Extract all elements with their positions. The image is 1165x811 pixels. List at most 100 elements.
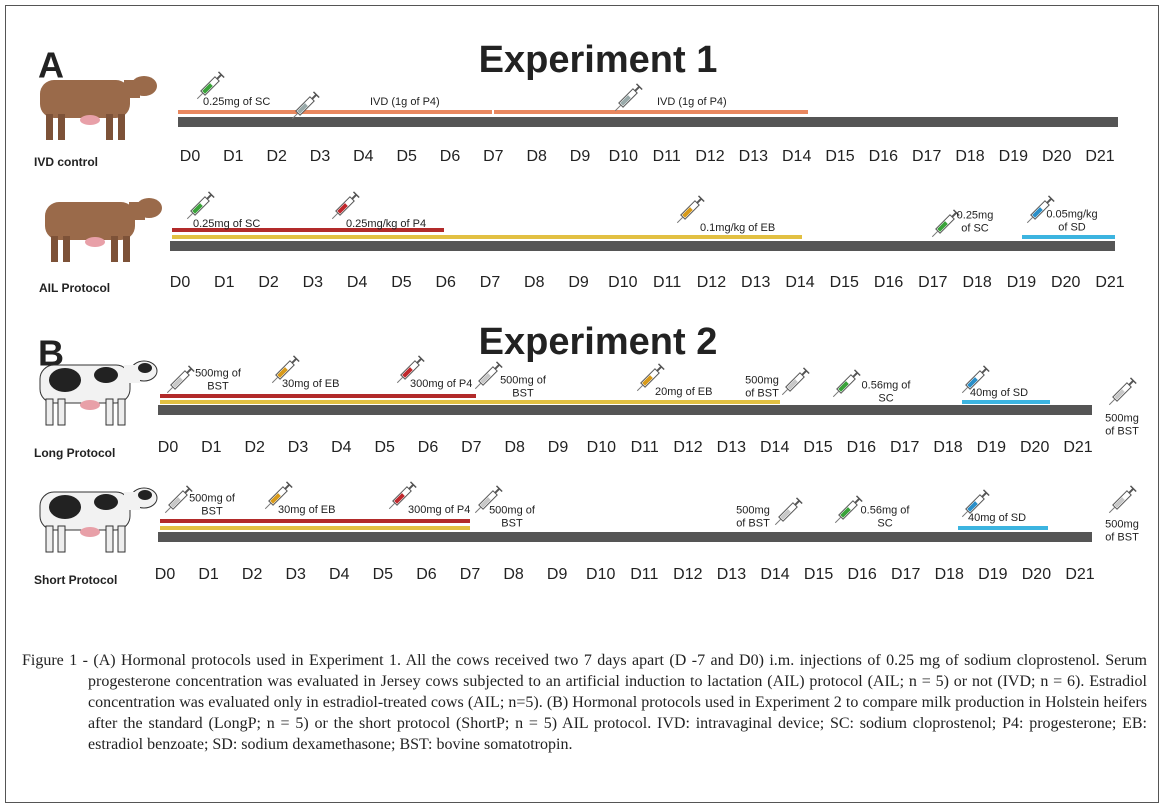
panel-label: A <box>38 45 64 86</box>
syringe-icon <box>1108 377 1137 406</box>
day-label: D1 <box>201 439 222 456</box>
treatment-label: 0.1mg/kg of EB <box>700 222 775 234</box>
syringe-needle <box>291 112 299 120</box>
syringe-plunger <box>794 499 801 506</box>
cow-leg <box>57 398 66 426</box>
day-label: D13 <box>739 148 768 165</box>
day-label: D16 <box>874 274 903 291</box>
timeline-axis <box>158 532 1092 542</box>
treatment-label: 0.25mg of SC <box>957 209 994 234</box>
day-label: D3 <box>285 566 306 583</box>
treatment-bar <box>172 228 444 232</box>
row-name: AIL Protocol <box>39 281 110 295</box>
cow-neck <box>124 80 140 98</box>
treatment-label: IVD (1g of P4) <box>657 96 727 108</box>
day-label: D7 <box>461 439 482 456</box>
experiment-title: Experiment 2 <box>479 321 718 363</box>
syringe-grip <box>292 355 300 363</box>
day-label: D0 <box>170 274 191 291</box>
syringe-needle <box>1108 398 1116 406</box>
syringe-grip <box>417 355 425 363</box>
day-label: D21 <box>1085 148 1114 165</box>
syringe-needle <box>834 516 842 524</box>
day-label: D13 <box>741 274 770 291</box>
day-label: D8 <box>524 274 545 291</box>
cow-leg <box>63 236 70 262</box>
cow-leg <box>105 398 114 426</box>
day-label: D4 <box>353 148 374 165</box>
cow-leg <box>105 525 114 553</box>
treatment-label: 30mg of EB <box>278 504 335 516</box>
treatment-label: 500mg of BST <box>189 492 236 517</box>
syringe-grip <box>1047 195 1055 203</box>
syringe-icon <box>474 485 503 514</box>
cow-leg <box>45 525 54 553</box>
syringe-fluid <box>1114 497 1125 508</box>
syringe-needle <box>264 502 272 510</box>
day-label: D18 <box>935 566 964 583</box>
cow-leg <box>58 114 65 140</box>
treatment-label: 300mg of P4 <box>408 504 470 516</box>
treatment-label: 0.25mg/kg of P4 <box>346 218 426 230</box>
day-label: D17 <box>890 439 919 456</box>
syringe-grip <box>1129 377 1137 385</box>
experiment-title: Experiment 1 <box>479 39 718 81</box>
cow-body <box>40 80 130 118</box>
syringe-grip <box>187 365 195 373</box>
syringe-icon <box>774 497 803 526</box>
syringe-fluid <box>170 497 181 508</box>
treatment-label: 40mg of SD <box>970 387 1028 399</box>
syringe-fluid <box>967 377 978 388</box>
caption-label: Figure 1 - <box>22 652 88 669</box>
day-label: D20 <box>1020 439 1049 456</box>
day-label: D7 <box>480 274 501 291</box>
syringe-plunger <box>801 369 808 376</box>
day-label: D3 <box>288 439 309 456</box>
day-label: D11 <box>653 148 681 165</box>
syringe-grip <box>1129 485 1137 493</box>
syringe-needle <box>474 382 482 390</box>
syringe-grip <box>982 489 990 497</box>
day-label: D19 <box>978 566 1007 583</box>
treatment-bar <box>160 519 470 523</box>
day-label: D3 <box>303 274 324 291</box>
syringe-fluid <box>1114 389 1125 400</box>
syringe-grip <box>495 361 503 369</box>
syringe-icon <box>388 481 417 510</box>
day-label: D2 <box>244 439 265 456</box>
syringe-grip <box>853 369 861 377</box>
syringe-needle <box>614 104 622 112</box>
syringe-needle <box>1108 506 1116 514</box>
day-label: D15 <box>825 148 854 165</box>
syringe-grip <box>207 191 215 199</box>
syringe-fluid <box>297 103 308 114</box>
syringe-grip <box>495 485 503 493</box>
syringe-fluid <box>1032 207 1043 218</box>
day-label: D2 <box>258 274 279 291</box>
day-label: D8 <box>504 439 525 456</box>
syringe-fluid <box>480 497 491 508</box>
cow-leg <box>106 114 113 140</box>
day-label: D10 <box>587 439 616 456</box>
cow-icon <box>39 360 158 426</box>
syringe-grip <box>795 497 803 505</box>
syringe-icon <box>961 365 990 394</box>
syringe-icon <box>396 355 425 384</box>
syringe-needle <box>164 506 172 514</box>
day-label: D20 <box>1042 148 1071 165</box>
day-label: D12 <box>673 566 702 583</box>
syringe-fluid <box>172 377 183 388</box>
syringe-fluid <box>402 367 413 378</box>
day-label: D12 <box>673 439 702 456</box>
day-label: D4 <box>331 439 352 456</box>
syringe-icon <box>676 195 705 224</box>
day-label: D11 <box>631 439 659 456</box>
day-label: D13 <box>717 439 746 456</box>
day-label: D18 <box>933 439 962 456</box>
syringe-plunger <box>206 193 213 200</box>
timeline-axis <box>158 405 1092 415</box>
syringe-grip <box>952 209 960 217</box>
day-label: D13 <box>717 566 746 583</box>
treatment-label: 0.05mg/kg of SD <box>1046 208 1097 233</box>
day-label: D14 <box>760 439 789 456</box>
